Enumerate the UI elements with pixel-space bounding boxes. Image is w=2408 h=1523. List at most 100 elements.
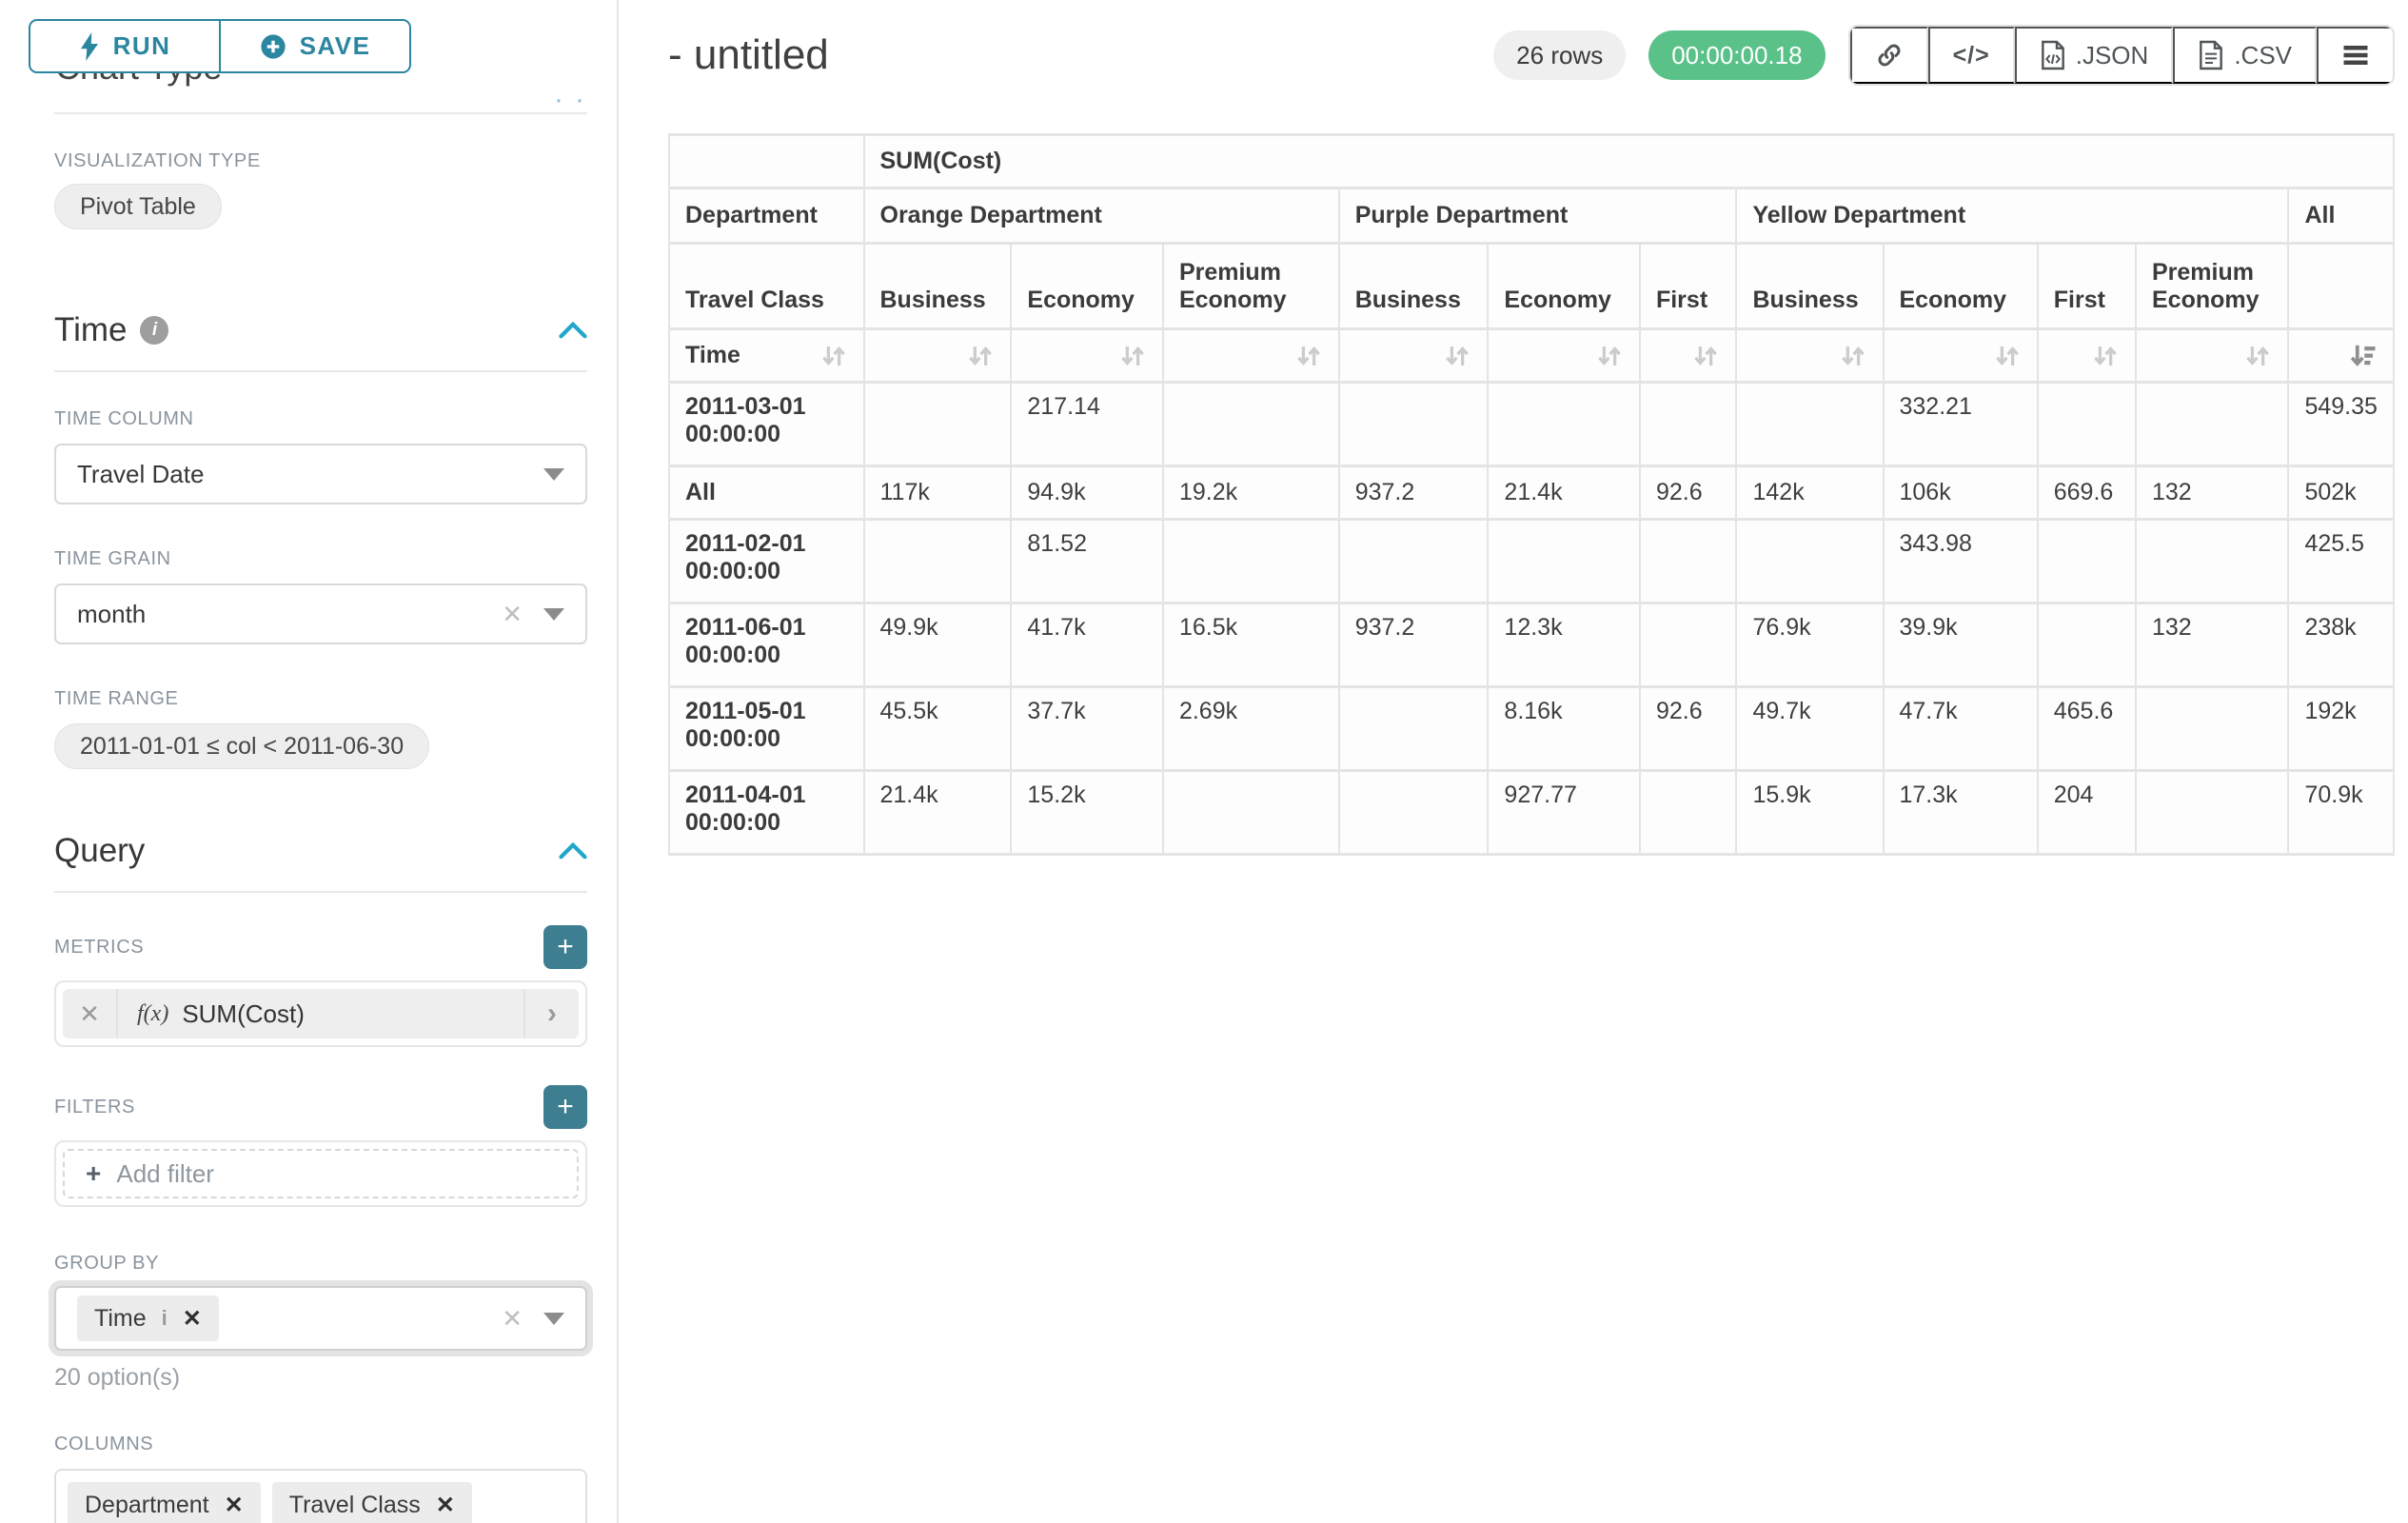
pivot-value-cell <box>2137 521 2290 604</box>
sort-icon[interactable] <box>1443 342 1471 370</box>
copy-link-button[interactable] <box>1849 27 1928 84</box>
pivot-table-container: SUM(Cost) Department Orange Department Purp… <box>668 133 2395 856</box>
sort-icon[interactable] <box>819 342 848 370</box>
pivot-value-cell: 669.6 <box>2038 467 2137 521</box>
sort-icon[interactable] <box>2091 342 2120 370</box>
pivot-value-cell: 45.5k <box>864 688 1013 772</box>
pivot-value-cell: 132 <box>2137 604 2290 688</box>
columns-select[interactable]: Department ✕ Travel Class ✕ ✕ <box>54 1469 587 1523</box>
menu-button[interactable] <box>2317 27 2393 84</box>
pivot-value-cell: 132 <box>2137 467 2290 521</box>
pivot-value-cell: 19.2k <box>1163 467 1340 521</box>
pivot-value-cell: 142k <box>1737 467 1885 521</box>
time-range-pill[interactable]: 2011-01-01 ≤ col < 2011-06-30 <box>54 723 430 769</box>
pivot-value-cell: 2.69k <box>1163 688 1340 772</box>
pivot-table: SUM(Cost) Department Orange Department Purp… <box>668 133 2395 856</box>
column-sort-header[interactable] <box>1163 330 1340 384</box>
clear-icon[interactable]: ✕ <box>502 1303 523 1333</box>
pivot-value-cell: 12.3k <box>1489 604 1641 688</box>
pivot-value-cell: 15.9k <box>1737 772 1885 856</box>
pivot-value-cell: 37.7k <box>1012 688 1164 772</box>
pivot-value-cell: 16.5k <box>1163 604 1340 688</box>
pivot-value-cell: 92.6 <box>1640 467 1738 521</box>
remove-tag-icon[interactable]: ✕ <box>435 1492 455 1518</box>
pivot-row: 2011-03-01 00:00:00 217.14 332.21 549.35 <box>670 384 2395 467</box>
export-json-button[interactable]: .JSON <box>2014 27 2174 84</box>
pivot-corner-cell <box>670 136 865 189</box>
column-sort-header[interactable] <box>1640 330 1738 384</box>
travel-class-axis-header: Travel Class <box>670 245 865 330</box>
column-sort-header[interactable] <box>2038 330 2137 384</box>
pivot-value-cell: 94.9k <box>1012 467 1164 521</box>
pivot-row: 2011-02-01 00:00:00 81.52 343.98 425.5 <box>670 521 2395 604</box>
remove-metric-icon[interactable]: ✕ <box>63 989 118 1038</box>
plus-circle-icon <box>260 33 286 59</box>
time-axis-label: Time <box>685 342 740 368</box>
metrics-label: METRICS <box>54 936 145 958</box>
export-csv-button[interactable]: .CSV <box>2173 27 2317 84</box>
metric-item[interactable]: ✕ f(x) SUM(Cost) › <box>63 989 579 1038</box>
column-sort-header[interactable] <box>1489 330 1641 384</box>
row-header-cell: 2011-03-01 00:00:00 <box>670 384 865 467</box>
sort-icon[interactable] <box>2243 342 2272 370</box>
column-sort-header[interactable] <box>1884 330 2039 384</box>
column-sort-header[interactable] <box>1737 330 1885 384</box>
time-axis-header[interactable]: Time <box>670 330 865 384</box>
sort-icon[interactable] <box>1595 342 1624 370</box>
sort-icon[interactable] <box>1993 342 2022 370</box>
travel-class-header: Business <box>1737 245 1885 330</box>
pivot-value-cell <box>1640 521 1738 604</box>
column-sort-header[interactable] <box>2289 330 2395 384</box>
time-column-select[interactable]: Travel Date <box>54 444 587 504</box>
csv-file-icon <box>2200 40 2223 70</box>
pivot-value-cell: 937.2 <box>1339 604 1490 688</box>
group-by-select[interactable]: Time i ✕ ✕ <box>54 1286 587 1351</box>
sort-icon[interactable] <box>1691 342 1720 370</box>
section-divider <box>54 370 587 372</box>
column-sort-header[interactable] <box>1339 330 1490 384</box>
metrics-container: ✕ f(x) SUM(Cost) › <box>54 980 587 1047</box>
collapse-chevron-icon[interactable] <box>559 842 587 860</box>
columns-tag[interactable]: Department ✕ <box>68 1482 261 1523</box>
remove-tag-icon[interactable]: ✕ <box>224 1492 244 1518</box>
pivot-value-cell <box>1339 688 1490 772</box>
column-sort-header[interactable] <box>864 330 1013 384</box>
group-by-tag[interactable]: Time i ✕ <box>77 1296 219 1341</box>
pivot-value-cell <box>1163 521 1340 604</box>
link-icon <box>1878 44 1901 67</box>
time-grain-select[interactable]: month ✕ <box>54 583 587 644</box>
pivot-value-cell: 425.5 <box>2289 521 2395 604</box>
run-button[interactable]: RUN <box>29 19 220 73</box>
filters-label: FILTERS <box>54 1096 135 1118</box>
sort-desc-active-icon[interactable] <box>2349 342 2378 370</box>
department-group-header: Purple Department <box>1339 189 1738 245</box>
info-icon[interactable]: i <box>161 1306 168 1330</box>
pivot-value-cell: 204 <box>2038 772 2137 856</box>
visualization-type-pill[interactable]: Pivot Table <box>54 184 222 229</box>
embed-code-button[interactable]: </> <box>1927 27 2015 84</box>
info-icon[interactable]: i <box>140 316 169 345</box>
add-filter-dropzone[interactable]: + Add filter <box>63 1149 579 1198</box>
sort-icon[interactable] <box>1294 342 1323 370</box>
pivot-value-cell: 39.9k <box>1884 604 2039 688</box>
remove-tag-icon[interactable]: ✕ <box>182 1305 202 1332</box>
caret-down-icon <box>543 1312 564 1325</box>
row-count-badge: 26 rows <box>1493 30 1627 80</box>
row-header-cell: All <box>670 467 865 521</box>
travel-class-header: Premium Economy <box>1163 245 1340 330</box>
add-metric-button[interactable]: + <box>543 925 587 969</box>
pivot-row: 2011-05-01 00:00:00 45.5k 37.7k 2.69k 8.16k 9… <box>670 688 2395 772</box>
chart-title[interactable]: - untitled <box>668 31 829 78</box>
sort-icon[interactable] <box>1839 342 1867 370</box>
pivot-value-cell: 927.77 <box>1489 772 1641 856</box>
chevron-right-icon[interactable]: › <box>547 998 557 1029</box>
column-sort-header[interactable] <box>2137 330 2290 384</box>
sort-icon[interactable] <box>966 342 995 370</box>
column-sort-header[interactable] <box>1012 330 1164 384</box>
clear-icon[interactable]: ✕ <box>502 599 523 628</box>
sort-icon[interactable] <box>1118 342 1147 370</box>
collapse-chevron-icon[interactable] <box>559 322 587 339</box>
columns-tag[interactable]: Travel Class ✕ <box>271 1482 472 1523</box>
add-filter-button[interactable]: + <box>543 1085 587 1129</box>
save-button[interactable]: SAVE <box>220 19 411 73</box>
